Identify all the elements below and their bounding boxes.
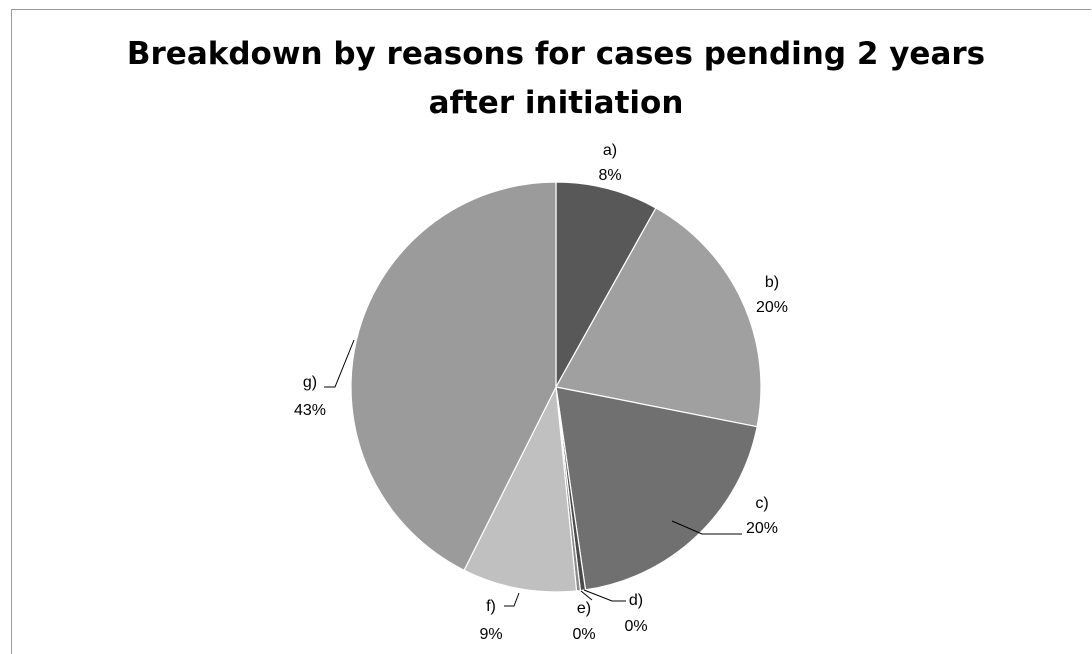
slice-value-label: 43% <box>294 402 326 419</box>
leader-line <box>504 592 520 607</box>
slice-value-label: 20% <box>746 520 778 537</box>
chart-title: Breakdown by reasons for cases pending 2… <box>0 30 1092 128</box>
chart-title-line-2: after initiation <box>428 85 684 121</box>
slice-category-label: f) <box>486 598 496 615</box>
chart-title-line-1: Breakdown by reasons for cases pending 2… <box>126 36 986 72</box>
slice-value-label: 8% <box>598 167 621 184</box>
leader-line <box>580 590 593 601</box>
slice-value-label: 0% <box>624 618 647 635</box>
pie-slice-f <box>463 386 578 593</box>
pie-slice-g <box>350 181 557 571</box>
pie-slice-c <box>555 386 758 591</box>
leader-line <box>583 589 626 602</box>
slice-category-label: g) <box>303 374 317 391</box>
slice-category-label: a) <box>603 142 617 159</box>
slice-value-label: 9% <box>479 626 502 643</box>
slice-category-label: b) <box>765 274 779 291</box>
slice-category-label: e) <box>577 600 591 617</box>
leader-line <box>324 339 355 388</box>
leader-line <box>671 520 742 535</box>
pie-slice-a <box>555 181 657 388</box>
pie-slice-b <box>555 207 762 428</box>
slice-value-label: 20% <box>756 299 788 316</box>
slice-category-label: d) <box>629 592 643 609</box>
slice-category-label: c) <box>755 495 768 512</box>
slice-value-label: 0% <box>572 626 595 643</box>
